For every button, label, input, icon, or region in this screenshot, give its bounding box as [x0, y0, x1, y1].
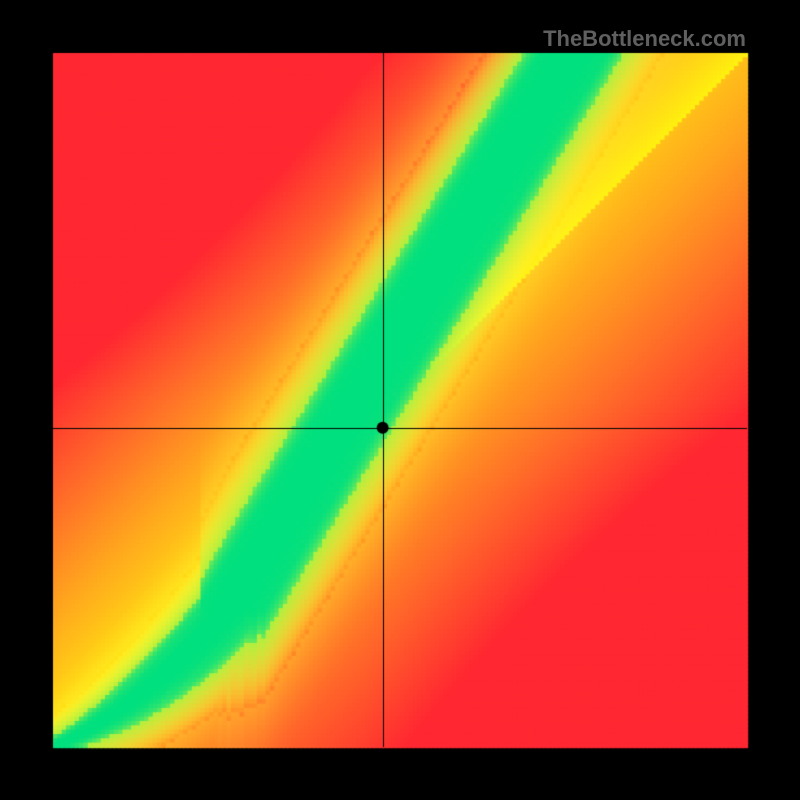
- chart-container: TheBottleneck.com: [0, 0, 800, 800]
- watermark-text: TheBottleneck.com: [543, 26, 746, 52]
- heatmap-canvas: [0, 0, 800, 800]
